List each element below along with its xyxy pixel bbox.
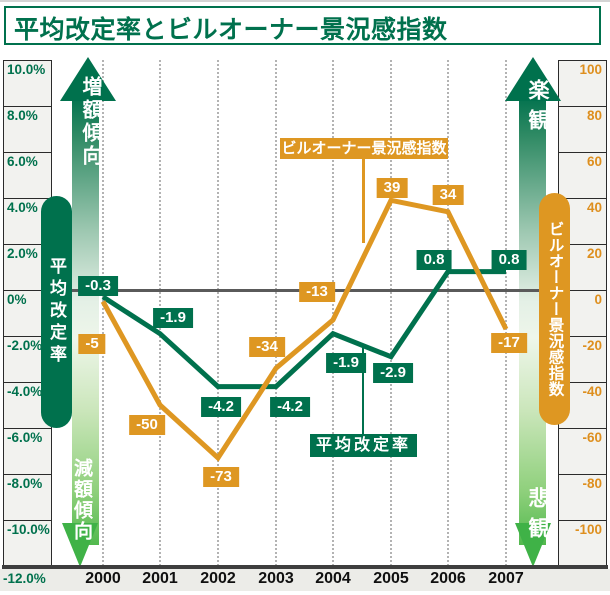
year-label: 2003 [258,570,294,587]
year-gridline [275,60,277,566]
data-label: -5 [78,333,106,354]
right-axis-tick-label: 60 [586,154,602,169]
right-axis-box: 60 [558,152,607,199]
x-axis-line [2,565,608,569]
left-axis-tick-label: 10.0% [7,62,46,77]
right-axis-box: 80 [558,106,607,153]
right-axis-box: -100 [558,520,607,567]
left-axis-tick-label: 4.0% [7,200,38,215]
left-axis-tick-label: -2.0% [7,338,43,353]
chart-title: 平均改定率とビルオーナー景況感指数 [14,16,448,44]
left-down-arrow-label: 減額傾向 [71,458,92,542]
year-gridline [447,60,449,566]
right-axis-tick-label: -60 [582,430,602,445]
left-down-arrow-icon [62,523,98,567]
left-axis-tick-label: 8.0% [7,108,38,123]
left-axis-tick-label: 2.0% [7,246,38,261]
year-label: 2007 [488,570,524,587]
left-axis-tick-label: -8.0% [7,476,43,491]
year-label: 2005 [373,570,409,587]
data-label: -17 [491,333,527,354]
left-axis-bottom-label: -12.0% [3,571,46,586]
year-gridline [332,60,334,566]
data-label: 0.8 [416,249,452,270]
data-label: -1.9 [326,352,366,373]
right-axis-tick-label: -20 [582,338,602,353]
right-axis-tick-label: 20 [586,246,602,261]
year-gridline [217,60,219,566]
right-down-arrow-label: 悲観 [526,487,549,547]
left-up-arrow-icon [60,57,116,101]
data-label: -2.9 [373,362,413,383]
data-label: -4.2 [201,396,241,417]
data-label: 34 [432,184,464,205]
year-label: 2002 [200,570,236,587]
left-axis-capsule: 平均改定率 [41,196,72,428]
left-axis-tick-label: -6.0% [7,430,43,445]
right-up-arrow-icon [505,57,561,101]
left-axis-box: -8.0% [3,474,52,521]
left-up-arrow-label: 増額傾向 [79,76,101,168]
left-axis-capsule-label: 平均改定率 [47,257,66,367]
right-axis-box: -80 [558,474,607,521]
right-axis-tick-label: -40 [582,384,602,399]
green-series-legend: 平均改定率 [310,434,417,457]
data-label: -1.9 [153,307,193,328]
right-axis-tick-label: 100 [579,62,602,77]
data-label: 0.8 [491,249,527,270]
top-rule [0,0,610,2]
left-axis-box: -6.0% [3,428,52,475]
title-box: 平均改定率とビルオーナー景況感指数 [4,6,601,45]
left-axis-tick-label: -10.0% [7,522,50,537]
x-axis-band [0,569,610,591]
right-axis-tick-label: -80 [582,476,602,491]
right-down-arrow-icon [515,523,551,567]
right-axis-capsule-label: ビルオーナー景況感指数 [546,221,564,397]
data-label: -13 [299,281,335,302]
data-label: -0.3 [78,275,118,296]
right-axis-capsule: ビルオーナー景況感指数 [539,193,570,425]
orange-series-legend: ビルオーナー景況感指数 [280,138,448,159]
right-axis-tick-label: 0 [594,292,602,307]
right-axis-tick-label: -100 [574,522,602,537]
data-label: -4.2 [270,396,310,417]
left-axis-box: 6.0% [3,152,52,199]
year-gridline [390,60,392,566]
left-axis-box: 8.0% [3,106,52,153]
year-label: 2001 [142,570,178,587]
data-label: -73 [203,466,239,487]
left-axis-box: 10.0% [3,60,52,107]
data-label: -50 [129,415,165,435]
year-label: 2000 [85,570,121,587]
orange-legend-connector [362,159,365,243]
year-gridline [505,60,507,566]
left-axis-tick-label: -4.0% [7,384,43,399]
year-label: 2004 [315,570,351,587]
left-axis-tick-label: 0% [7,292,27,307]
left-arrow-shaft [72,95,99,545]
data-label: -34 [249,337,285,358]
data-label: 39 [376,178,408,199]
left-axis-tick-label: 6.0% [7,154,38,169]
right-axis-tick-label: 40 [586,200,602,215]
right-axis-box: -60 [558,428,607,475]
left-axis-box: -10.0% [3,520,52,567]
year-label: 2006 [430,570,466,587]
right-axis-tick-label: 80 [586,108,602,123]
right-axis-box: 100 [558,60,607,107]
right-up-arrow-label: 楽観 [526,79,549,139]
